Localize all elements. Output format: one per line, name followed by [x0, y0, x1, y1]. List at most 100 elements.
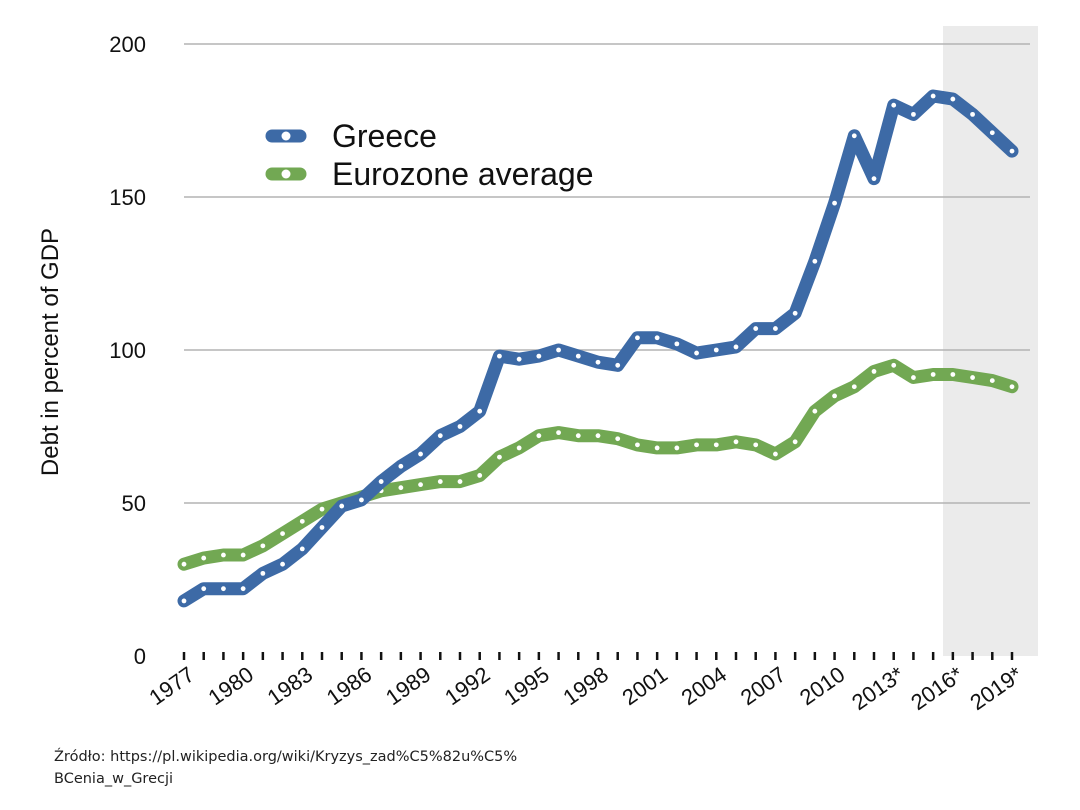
data-point: [477, 408, 483, 414]
data-point: [851, 384, 857, 390]
data-point: [694, 350, 699, 356]
data-point: [654, 445, 660, 451]
data-point: [595, 433, 601, 439]
y-tick-label: 200: [109, 32, 146, 57]
data-point: [1009, 148, 1015, 154]
legend-label: Greece: [332, 118, 437, 154]
data-point: [240, 586, 246, 592]
grid-lines: [184, 43, 1030, 504]
data-point: [832, 200, 837, 206]
legend-label: Eurozone average: [332, 156, 594, 192]
data-point: [339, 503, 345, 509]
data-point: [556, 430, 561, 436]
data-point: [477, 473, 483, 478]
data-point: [713, 442, 719, 448]
data-point: [753, 442, 759, 448]
data-point: [260, 543, 266, 549]
data-point: [733, 344, 739, 350]
data-point: [437, 433, 443, 439]
data-point: [497, 454, 502, 460]
data-point: [753, 326, 759, 331]
data-point: [359, 497, 364, 503]
data-point: [418, 482, 423, 488]
data-point: [713, 347, 719, 353]
x-tick-label: 1995: [499, 662, 553, 711]
data-point: [674, 341, 680, 347]
data-point: [457, 424, 463, 429]
data-point: [950, 96, 956, 102]
data-point: [891, 362, 897, 368]
data-point: [280, 561, 285, 567]
data-point: [536, 353, 542, 359]
x-tick-label: 2007: [736, 662, 790, 711]
data-point: [240, 552, 246, 558]
data-point: [674, 445, 680, 451]
data-point: [812, 258, 818, 264]
data-point: [437, 479, 443, 484]
data-point: [989, 378, 995, 383]
data-point: [201, 555, 207, 561]
x-tick-label: 1989: [381, 662, 435, 711]
data-point: [871, 176, 877, 182]
data-point: [851, 133, 857, 139]
data-point: [181, 561, 187, 567]
series-eurozone-average: [177, 358, 1019, 571]
data-point: [595, 359, 601, 365]
data-point: [299, 546, 305, 552]
data-point: [615, 436, 621, 442]
source-line-1: Źródło: https://pl.wikipedia.org/wiki/Kr…: [54, 749, 518, 765]
data-point: [970, 375, 975, 380]
data-point: [930, 372, 936, 377]
data-point: [221, 552, 226, 558]
y-tick-labels: 0 50 100 150 200: [109, 32, 146, 669]
x-tick-label: 1983: [263, 662, 317, 711]
data-point: [733, 439, 739, 445]
x-tick-label: 1986: [322, 662, 376, 711]
data-point: [575, 433, 581, 439]
x-tick-label: 2016*: [906, 661, 968, 715]
data-point: [516, 445, 522, 451]
data-point: [773, 451, 778, 457]
data-point: [457, 479, 463, 484]
data-point: [201, 586, 207, 592]
data-point: [181, 598, 187, 604]
y-tick-label: 0: [134, 644, 146, 669]
data-point: [575, 353, 581, 359]
x-tick-label: 2004: [677, 662, 731, 711]
data-point: [812, 408, 818, 414]
data-point: [280, 531, 285, 536]
x-tick-marks: 1977 1980 1983 1986 1989 1992 1995 1998 2001 2004…: [144, 652, 1027, 715]
x-tick-label: 1977: [144, 662, 198, 711]
x-tick-label: 2019*: [965, 661, 1027, 715]
data-point: [832, 393, 837, 399]
x-tick-label: 1998: [558, 662, 612, 711]
data-point: [260, 570, 266, 576]
data-point: [970, 111, 975, 117]
x-tick-label: 1980: [204, 662, 258, 711]
series-lines: [177, 89, 1019, 608]
data-point: [911, 111, 916, 117]
data-point: [536, 433, 542, 439]
y-tick-label: 150: [109, 185, 146, 210]
data-point: [319, 506, 325, 512]
data-point: [989, 130, 995, 136]
data-point: [516, 356, 522, 362]
data-point: [930, 93, 936, 99]
data-point: [654, 335, 660, 341]
data-point: [792, 310, 798, 316]
data-point: [556, 347, 561, 353]
data-point: [911, 375, 916, 380]
x-tick-label: 1992: [440, 662, 494, 711]
x-tick-label: 2001: [618, 662, 672, 711]
data-point: [635, 442, 640, 448]
data-point: [221, 586, 226, 592]
data-point: [773, 326, 778, 331]
data-point: [635, 335, 640, 341]
data-point: [891, 102, 897, 108]
legend-swatch-dot: [281, 131, 291, 141]
x-tick-label: 2013*: [847, 661, 909, 715]
data-point: [497, 353, 502, 359]
source-line-2: BCenia_w_Grecji: [54, 771, 174, 787]
series-greece: [177, 89, 1019, 608]
